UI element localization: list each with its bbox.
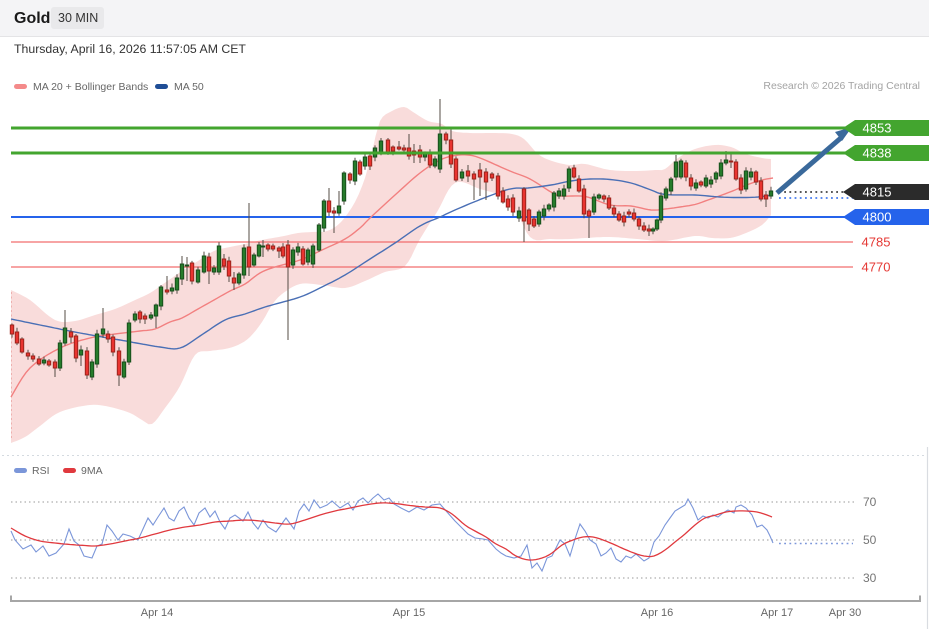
svg-text:Apr 17: Apr 17 (761, 607, 793, 619)
svg-text:4785: 4785 (862, 235, 891, 250)
svg-text:4815: 4815 (863, 185, 892, 200)
svg-text:4800: 4800 (863, 210, 892, 225)
svg-text:Apr 30: Apr 30 (829, 607, 861, 619)
svg-text:70: 70 (863, 495, 877, 509)
svg-text:4770: 4770 (862, 260, 891, 275)
svg-text:Apr 14: Apr 14 (141, 607, 173, 619)
svg-text:4838: 4838 (863, 146, 892, 161)
svg-text:4853: 4853 (863, 121, 892, 136)
svg-text:30: 30 (863, 571, 877, 585)
svg-text:Apr 15: Apr 15 (393, 607, 425, 619)
svg-text:Apr 16: Apr 16 (641, 607, 673, 619)
svg-text:50: 50 (863, 533, 877, 547)
